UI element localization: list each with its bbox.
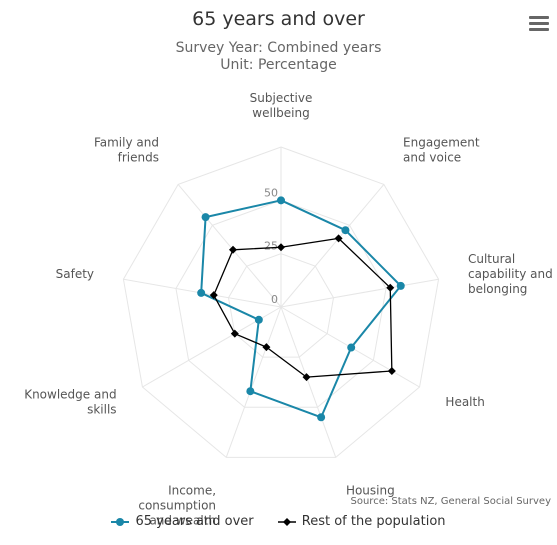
point-s1-1 [334,234,343,243]
point-s0-7 [197,288,206,297]
point-s0-0 [277,196,285,205]
point-s1-8 [229,245,238,254]
legend: 65 years and over Rest of the population [0,514,557,531]
grid-spoke-1 [280,184,385,308]
axis-label-1: Engagement and voice [403,136,480,165]
point-s0-1 [341,226,350,235]
grid-spoke-2 [280,278,439,308]
legend-circle-marker-icon [111,517,130,526]
tick-label-0: 0 [271,293,278,306]
axis-label-7: Safety [56,267,94,281]
hamburger-menu-icon[interactable] [529,16,549,32]
point-s1-7 [209,291,218,300]
series-line-0 [200,199,402,419]
point-s1-0 [277,243,285,252]
axis-label-3: Health [445,395,484,409]
point-s1-2 [386,283,395,292]
point-s0-4 [317,413,326,422]
grid-ring-50 [175,199,387,408]
legend-diamond-marker-icon [277,517,296,526]
chart-title: 65 years and over [192,8,365,30]
point-s0-6 [254,315,263,324]
point-s0-8 [201,213,210,222]
axis-label-4: Housing [346,483,395,497]
axis-label-5: Income, consumption and wealth [138,483,216,527]
chart-subtitle-survey-year: Survey Year: Combined years [175,40,382,56]
point-s0-5 [246,387,255,396]
point-s0-2 [396,281,405,290]
source-note: Source: Stats NZ, General Social Survey [350,496,552,507]
series-line-1 [213,237,393,378]
legend-item-rest-of-population[interactable]: Rest of the population [277,514,446,529]
axis-label-8: Family and friends [94,136,159,165]
legend-label-rest-of-population: Rest of the population [301,514,446,529]
point-s1-4 [302,373,311,382]
point-s1-6 [230,329,239,338]
point-s0-3 [347,343,356,352]
grid-spoke-5 [225,306,282,458]
tick-label-25: 25 [264,240,278,253]
legend-label-65-years-and-over: 65 years and over [135,514,254,529]
axis-label-6: Knowledge and skills [24,387,116,416]
legend-item-65-years-and-over[interactable]: 65 years and over [111,514,254,529]
grid-ring-75 [122,146,440,458]
tick-label-50: 50 [264,186,278,199]
axis-label-2: Cultural capability and belonging [468,252,553,296]
grid-spoke-4 [280,306,337,458]
point-s1-3 [387,367,396,375]
axis-label-0: Subjective wellbeing [250,91,313,120]
grid-spoke-8 [177,184,282,308]
grid-ring-25 [227,253,335,358]
chart-subtitle-unit: Unit: Percentage [220,57,337,73]
point-s1-5 [262,343,271,352]
